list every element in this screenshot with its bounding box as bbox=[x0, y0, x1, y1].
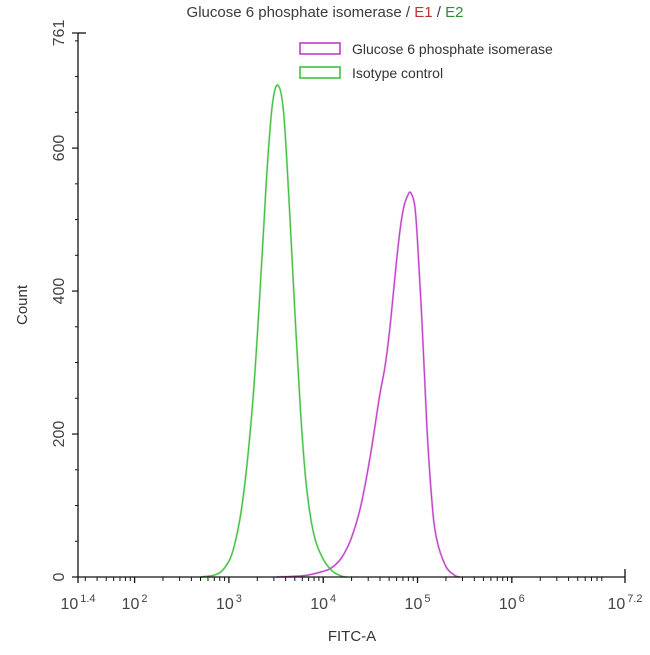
x-tick-label: 10 7.2 bbox=[607, 593, 642, 613]
series-curves bbox=[200, 83, 461, 579]
y-axis-title: Count bbox=[14, 284, 31, 325]
y-tick-label: 400 bbox=[51, 278, 68, 305]
legend: Glucose 6 phosphate isomerase Isotype con… bbox=[299, 41, 553, 81]
x-tick-label: 10 3 bbox=[216, 593, 242, 613]
series-glow-1 bbox=[200, 83, 347, 579]
title-main: Glucose 6 phosphate isomerase bbox=[186, 4, 402, 21]
axes: 0 200 400 600 761 10 1.4 10 2 10 3 10 4 10 5 10 6 10 7.2 bbox=[51, 20, 642, 613]
title-sep-2: / bbox=[432, 4, 446, 21]
x-tick-label: 10 6 bbox=[499, 593, 525, 613]
y-tick-label: 200 bbox=[51, 421, 68, 448]
title-e2: E2 bbox=[445, 4, 464, 21]
legend-label-1: Isotype control bbox=[352, 65, 443, 81]
series-glow-0 bbox=[276, 190, 461, 579]
x-tick-label: 10 4 bbox=[310, 593, 336, 613]
title-e1: E1 bbox=[414, 4, 433, 21]
x-tick-label: 10 2 bbox=[122, 593, 148, 613]
title-sep-1: / bbox=[401, 4, 415, 21]
y-tick-label: 761 bbox=[51, 20, 68, 47]
y-tick-label: 0 bbox=[51, 572, 68, 581]
legend-label-0: Glucose 6 phosphate isomerase bbox=[352, 41, 553, 57]
series-line-1 bbox=[200, 84, 347, 578]
legend-swatch-0 bbox=[299, 42, 341, 55]
x-tick-label: 10 1.4 bbox=[60, 593, 95, 613]
chart-title: Glucose 6 phosphate isomerase / E1 / E2 bbox=[0, 4, 650, 21]
x-tick-label: 10 5 bbox=[405, 593, 431, 613]
legend-swatch-1 bbox=[299, 66, 341, 79]
x-axis-title: FITC-A bbox=[328, 628, 376, 645]
y-tick-label: 600 bbox=[51, 135, 68, 162]
series-line-0 bbox=[276, 191, 461, 578]
